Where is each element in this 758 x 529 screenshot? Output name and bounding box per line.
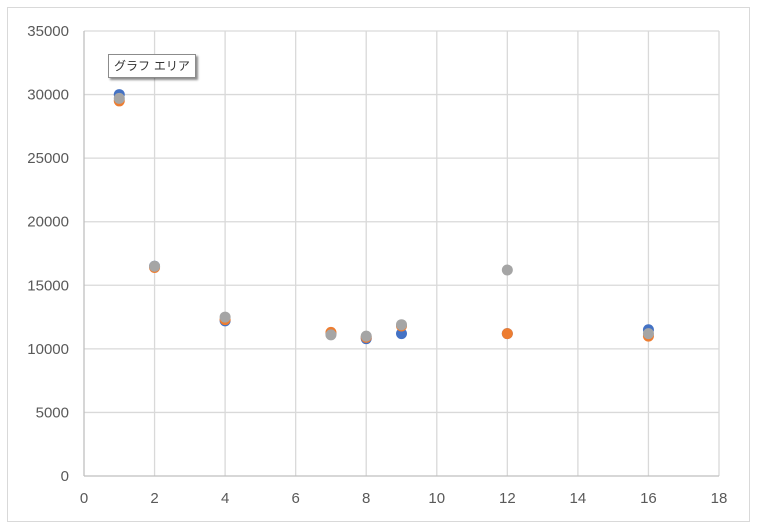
series-1-point[interactable] [396,328,407,340]
y-tick-label: 15000 [27,277,69,294]
y-tick-label: 30000 [27,87,69,104]
y-tick-label: 35000 [27,23,69,40]
y-tick-label: 25000 [27,150,69,167]
series-3-point[interactable] [396,319,407,331]
series-3-point[interactable] [219,311,231,323]
series-3-point[interactable] [149,260,161,272]
chart-area-tooltip: グラフ エリア [108,54,196,78]
y-tick-label: 5000 [36,404,69,421]
x-tick-label: 6 [291,490,299,507]
series-3-point[interactable] [642,328,654,340]
x-tick-label: 18 [711,490,728,507]
series-3-point[interactable] [501,264,513,276]
x-tick-label: 8 [362,490,370,507]
y-tick-label: 20000 [27,214,69,231]
series-3-point[interactable] [325,329,337,341]
series-2-point[interactable] [501,328,513,340]
x-tick-label: 16 [640,490,657,507]
gridlines [84,30,720,476]
x-tick-label: 10 [428,490,445,507]
data-points [113,89,654,345]
scatter-plot: 0 5000 10000 15000 20000 25000 30000 35000 0 2 4 6 8… [27,23,727,507]
series-3-point[interactable] [113,92,125,104]
y-tick-label: 0 [61,468,69,485]
y-tick-label: 10000 [27,341,69,358]
x-tick-label: 14 [570,490,587,507]
x-tick-label: 12 [499,490,516,507]
x-tick-label: 0 [80,490,88,507]
x-tick-label: 2 [150,490,158,507]
axes: 0 5000 10000 15000 20000 25000 30000 35000 0 2 4 6 8… [27,23,727,507]
series-3-point[interactable] [360,330,372,342]
x-tick-label: 4 [221,490,229,507]
chart-area[interactable]: 0 5000 10000 15000 20000 25000 30000 35000 0 2 4 6 8… [7,7,750,522]
